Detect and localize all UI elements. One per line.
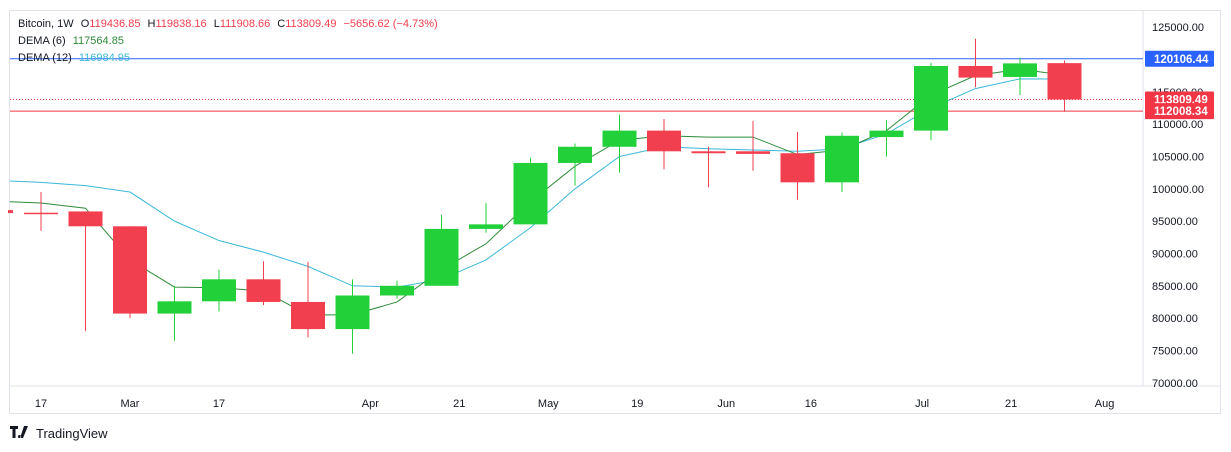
candle-body — [335, 295, 370, 330]
y-tick-label: 85000.00 — [1152, 281, 1198, 293]
brand-label: TradingView — [36, 426, 108, 441]
symbol-label: Bitcoin — [18, 18, 52, 30]
candle-body — [780, 153, 815, 183]
candle-body — [558, 146, 592, 163]
x-tick-label: Aug — [1095, 398, 1115, 410]
x-tick-label: 16 — [805, 398, 817, 410]
candle-body — [469, 224, 503, 229]
low-label: L — [213, 18, 220, 30]
candle-body — [380, 285, 414, 296]
y-tick-label: 110000.00 — [1152, 119, 1203, 131]
x-tick-label: May — [538, 398, 559, 410]
y-tick-label: 100000.00 — [1152, 184, 1204, 196]
dema6-label: DEMA (6) — [18, 35, 66, 47]
candle-body — [958, 65, 993, 78]
x-tick-label: 19 — [631, 398, 643, 410]
ohlc-legend: Bitcoin, 1W O119436.85 H119838.16 L11190… — [18, 18, 438, 30]
low-value: 111908.66 — [219, 18, 271, 30]
candle-body — [691, 151, 726, 154]
candle-body — [202, 279, 236, 302]
candle-body — [825, 135, 859, 183]
open-value: 119436.85 — [89, 18, 141, 30]
x-tick-label: 17 — [213, 398, 225, 410]
price-label-text: 112008.34 — [1154, 106, 1208, 118]
x-tick-label: Apr — [362, 398, 379, 410]
y-tick-label: 90000.00 — [1152, 248, 1198, 260]
candle-body — [24, 212, 58, 215]
tradingview-logo-icon — [10, 426, 32, 441]
candle-body — [8, 210, 13, 214]
x-tick-label: 21 — [453, 398, 465, 410]
close-value: 113809.49 — [285, 18, 337, 30]
dema6-value: 117564.85 — [72, 35, 124, 47]
candle-body — [113, 226, 147, 314]
dema12-legend[interactable]: DEMA (12) 116984.95 — [18, 51, 134, 65]
dema12-value: 116984.95 — [78, 52, 131, 64]
candle-body — [914, 65, 948, 131]
candle-body — [246, 279, 281, 302]
candle-body — [602, 130, 637, 147]
candle-body — [157, 301, 192, 314]
y-tick-label: 75000.00 — [1152, 345, 1198, 357]
open-label: O — [80, 18, 90, 30]
x-tick-label: Mar — [121, 398, 140, 410]
change-value: −5656.62 (−4.73%) — [343, 18, 438, 30]
candle-body — [513, 162, 548, 225]
dema6-legend[interactable]: DEMA (6) 117564.85 — [18, 34, 128, 48]
candle-body — [1003, 63, 1037, 77]
interval-label: 1W — [57, 18, 74, 30]
high-value: 119838.16 — [155, 18, 207, 30]
x-tick-label: 17 — [35, 398, 47, 410]
price-label-text: 120106.44 — [1154, 54, 1209, 66]
price-axis-label: 112008.34 — [1145, 103, 1214, 120]
candle-body — [736, 151, 770, 154]
candle-body — [291, 301, 325, 330]
high-label: H — [147, 18, 156, 30]
candle-body — [68, 211, 103, 227]
y-tick-label: 125000.00 — [1152, 22, 1204, 34]
close-label: C — [277, 18, 286, 30]
y-tick-label: 70000.00 — [1152, 378, 1198, 390]
candle-body — [424, 228, 459, 286]
price-label-bg — [1145, 103, 1214, 120]
dema12-label: DEMA (12) — [18, 52, 72, 64]
tradingview-brand[interactable]: TradingView — [10, 426, 108, 441]
candle-body — [647, 130, 681, 152]
x-tick-label: 21 — [1005, 398, 1017, 410]
x-tick-label: Jul — [915, 398, 929, 410]
y-tick-label: 95000.00 — [1152, 216, 1198, 228]
price-label-bg — [1145, 50, 1214, 67]
y-tick-label: 105000.00 — [1152, 151, 1204, 163]
candle-body — [869, 130, 904, 138]
candle-body — [1047, 63, 1082, 100]
price-axis-label: 120106.44 — [1145, 50, 1214, 67]
x-tick-label: Jun — [717, 398, 735, 410]
y-tick-label: 80000.00 — [1152, 313, 1198, 325]
